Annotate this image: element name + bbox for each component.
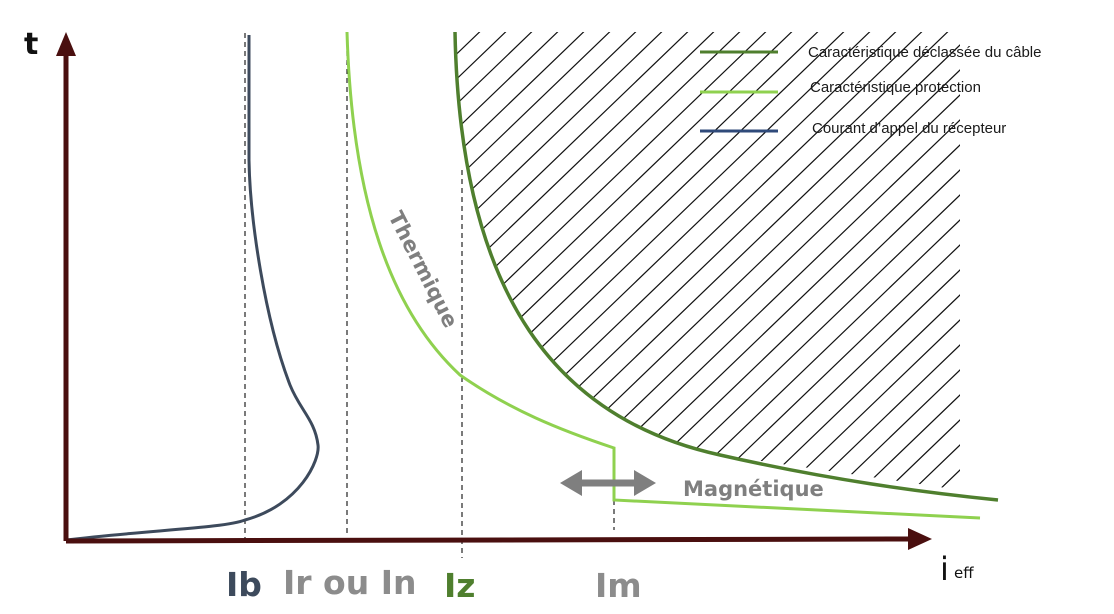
magnetique-label: Magnétique [683,477,824,501]
cable-curve [453,31,999,502]
x-axis-sub-label: eff [954,564,974,582]
protection-curve [345,31,981,520]
hatch-line [673,32,960,490]
legend: Caractéristique déclassée du câble Carac… [700,44,1041,137]
hatch-line [621,32,960,490]
hatch-line [725,32,960,490]
ir-in-label: Ir ou In [283,563,416,602]
hatch-line [455,32,701,490]
hatch-line [855,32,960,490]
hatch-line [455,32,779,490]
im-label: Im [595,566,642,605]
hatch-line [829,32,960,490]
inrush-current-curve [65,35,320,542]
legend-label-cable: Caractéristique déclassée du câble [808,44,1041,61]
hatch-line [455,32,649,490]
hatch-line [777,32,960,490]
iz-label: Iz [444,566,476,605]
hatch-line [455,32,831,490]
hatch-line [803,32,960,490]
hatch-line [455,32,545,490]
hatch-line [455,32,571,490]
x-axis [65,536,913,544]
ib-label: Ib [226,565,262,604]
hatch-line [751,32,960,490]
hatch-line [647,32,960,490]
thermique-label: Thermique [384,207,463,331]
legend-label-inrush: Courant d’appel du récepteur [812,120,1006,137]
legend-label-protection: Caractéristique protection [810,79,981,96]
hatch-line [455,32,623,490]
y-axis-arrowhead [56,32,76,56]
hatch-line [455,32,467,490]
magnetic-double-arrow [560,470,656,496]
hatch-line [455,32,857,490]
hatch-line [595,32,960,490]
x-axis-label: i [940,550,949,588]
hatch-line [455,32,675,490]
y-axis-label: t [24,27,38,62]
hatch-line [455,32,805,490]
hatch-line [455,32,597,490]
hatch-line [455,32,883,490]
hatch-line [699,32,960,490]
x-axis-arrowhead [908,528,932,550]
